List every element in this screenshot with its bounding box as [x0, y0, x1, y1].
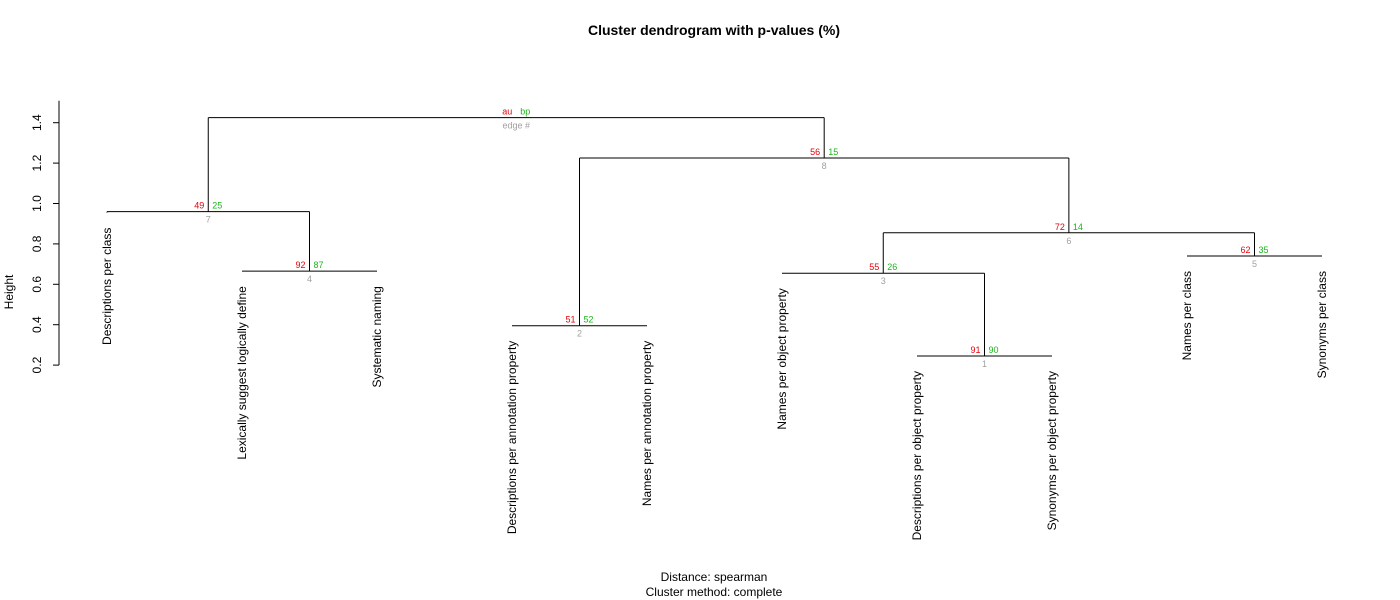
- au-value: 72: [1055, 222, 1065, 232]
- bp-value: 52: [584, 315, 594, 325]
- edge-number: 1: [982, 359, 987, 369]
- y-tick-label: 0.8: [30, 235, 44, 252]
- edge-number: 3: [881, 276, 886, 286]
- footer-method: Cluster method: complete: [646, 585, 783, 599]
- y-tick-label: 1.0: [30, 195, 44, 212]
- bp-value: 14: [1073, 222, 1083, 232]
- footer-distance: Distance: spearman: [661, 570, 768, 584]
- au-value: 56: [810, 147, 820, 157]
- leaf-label: Synonyms per object property: [1045, 371, 1059, 530]
- bp-value: 90: [989, 345, 999, 355]
- chart-title: Cluster dendrogram with p-values (%): [588, 22, 840, 38]
- y-axis: 0.2 0.4 0.6 0.8 1.0 1.2 1.4: [30, 100, 60, 373]
- bp-value: 35: [1259, 245, 1269, 255]
- dendrogram-tree: 91 901 51 522 55 263 92 874 62 355 72 146 49 257 56 158…: [106, 107, 1322, 369]
- edge-number: 5: [1252, 259, 1257, 269]
- y-tick-label: 0.4: [30, 316, 44, 333]
- edge-number: 4: [307, 274, 312, 284]
- bp-value: 26: [887, 262, 897, 272]
- edge-number: 8: [822, 161, 827, 171]
- leaf-label: Lexically suggest logically define: [235, 286, 249, 460]
- au-value: 55: [869, 262, 879, 272]
- au-value: 62: [1240, 245, 1250, 255]
- leaf-label: Names per class: [1180, 271, 1194, 360]
- edge-number: 7: [206, 215, 211, 225]
- leaf-label: Systematic naming: [370, 286, 384, 387]
- leaf-label: Descriptions per class: [100, 228, 114, 345]
- leaf-label: Descriptions per annotation property: [505, 341, 519, 534]
- edge-key-label: edge #: [502, 121, 530, 131]
- au-value: 49: [194, 201, 204, 211]
- au-value: 92: [295, 260, 305, 270]
- bp-value: 15: [828, 147, 838, 157]
- y-tick-label: 1.4: [30, 114, 44, 131]
- leaf-labels: Descriptions per class Lexically suggest …: [100, 228, 1329, 541]
- bp-value: 25: [212, 201, 222, 211]
- leaf-label: Descriptions per object property: [910, 371, 924, 540]
- y-tick-label: 1.2: [30, 154, 44, 171]
- edge-number: 2: [577, 329, 582, 339]
- y-axis-label: Height: [2, 274, 16, 309]
- au-value: au: [502, 107, 512, 117]
- au-value: 51: [565, 315, 575, 325]
- au-value: 91: [970, 345, 980, 355]
- leaf-label: Synonyms per class: [1315, 271, 1329, 378]
- bp-value: 87: [314, 260, 324, 270]
- leaf-label: Names per annotation property: [640, 341, 654, 506]
- y-tick-label: 0.2: [30, 356, 44, 373]
- bp-value: bp: [520, 107, 530, 117]
- y-tick-label: 0.6: [30, 276, 44, 293]
- edge-number: 6: [1066, 236, 1071, 246]
- leaf-label: Names per object property: [775, 288, 789, 429]
